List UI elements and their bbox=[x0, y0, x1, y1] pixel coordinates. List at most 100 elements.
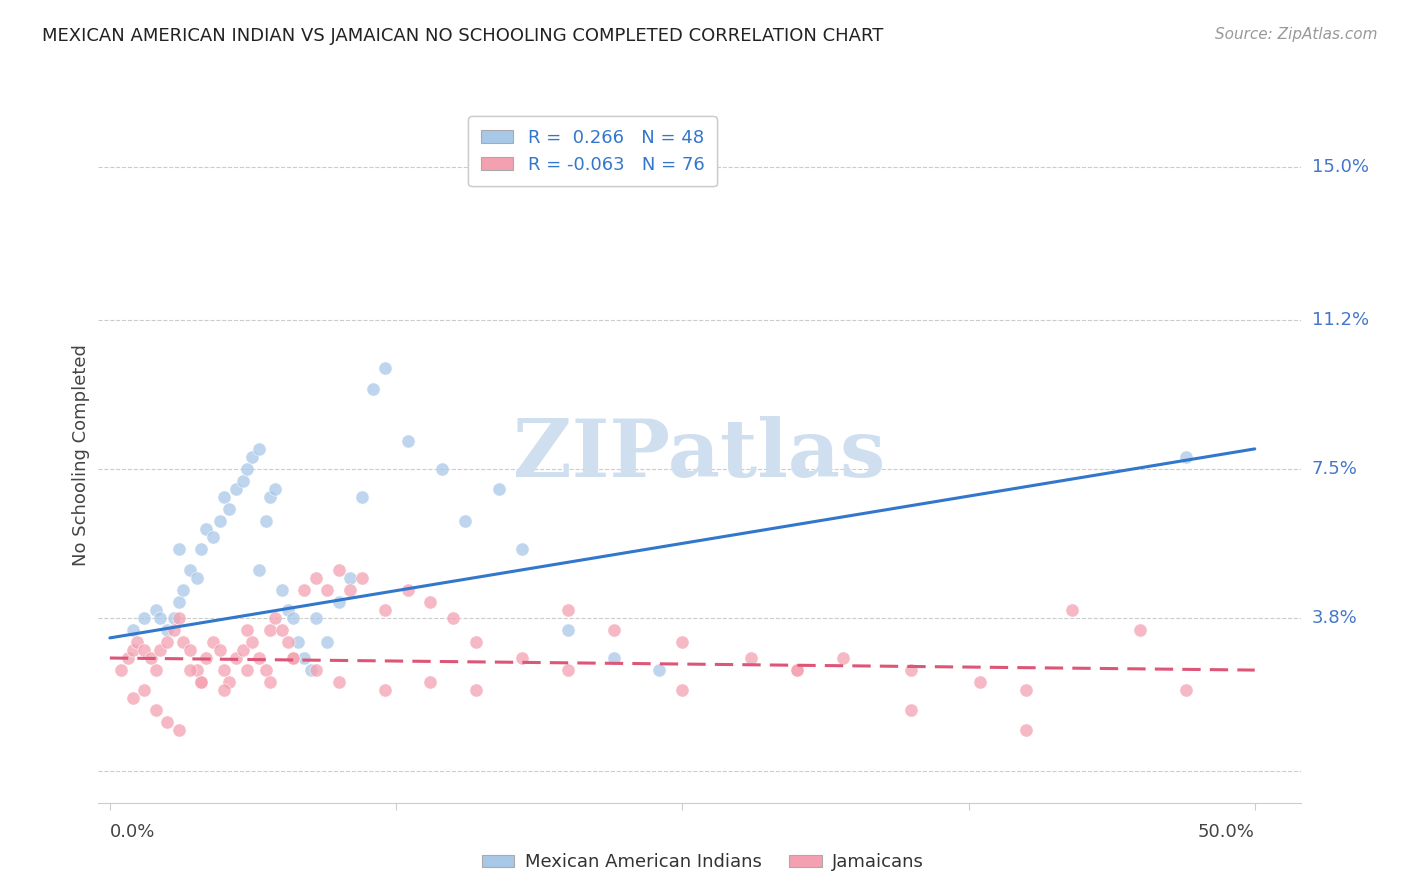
Point bbox=[510, 542, 533, 557]
Text: 0.0%: 0.0% bbox=[110, 823, 155, 841]
Point bbox=[179, 562, 201, 576]
Point bbox=[454, 514, 477, 528]
Point bbox=[671, 683, 693, 698]
Point bbox=[263, 482, 285, 496]
Point bbox=[488, 482, 510, 496]
Point bbox=[172, 582, 194, 597]
Point bbox=[110, 663, 132, 677]
Point bbox=[270, 582, 292, 597]
Point bbox=[328, 595, 350, 609]
Point bbox=[121, 643, 143, 657]
Point bbox=[281, 611, 304, 625]
Point bbox=[441, 611, 464, 625]
Point bbox=[156, 715, 179, 730]
Point bbox=[195, 651, 218, 665]
Point bbox=[281, 651, 304, 665]
Point bbox=[648, 663, 671, 677]
Point bbox=[831, 651, 853, 665]
Point bbox=[900, 703, 922, 717]
Point bbox=[254, 663, 277, 677]
Point bbox=[254, 514, 277, 528]
Point bbox=[1175, 450, 1198, 464]
Point bbox=[190, 675, 212, 690]
Point bbox=[145, 703, 167, 717]
Point bbox=[287, 635, 309, 649]
Point bbox=[328, 562, 350, 576]
Point bbox=[361, 382, 384, 396]
Point bbox=[167, 611, 190, 625]
Point bbox=[316, 582, 339, 597]
Point bbox=[167, 723, 190, 738]
Point bbox=[350, 571, 373, 585]
Point bbox=[350, 490, 373, 504]
Point bbox=[270, 623, 292, 637]
Point bbox=[167, 542, 190, 557]
Point bbox=[134, 683, 156, 698]
Legend: R =  0.266   N = 48, R = -0.063   N = 76: R = 0.266 N = 48, R = -0.063 N = 76 bbox=[468, 116, 717, 186]
Point bbox=[149, 611, 172, 625]
Point bbox=[316, 635, 339, 649]
Point bbox=[277, 635, 299, 649]
Point bbox=[396, 434, 419, 448]
Point bbox=[305, 571, 328, 585]
Point bbox=[232, 474, 254, 488]
Point bbox=[740, 651, 762, 665]
Point bbox=[294, 651, 316, 665]
Point bbox=[419, 595, 441, 609]
Point bbox=[195, 522, 218, 536]
Text: Source: ZipAtlas.com: Source: ZipAtlas.com bbox=[1215, 27, 1378, 42]
Point bbox=[145, 603, 167, 617]
Point bbox=[201, 635, 224, 649]
Point bbox=[156, 623, 179, 637]
Point bbox=[281, 651, 304, 665]
Point bbox=[225, 482, 247, 496]
Point bbox=[557, 603, 579, 617]
Point bbox=[602, 651, 624, 665]
Point bbox=[218, 675, 240, 690]
Point bbox=[430, 462, 453, 476]
Text: 50.0%: 50.0% bbox=[1198, 823, 1254, 841]
Point bbox=[396, 582, 419, 597]
Text: 7.5%: 7.5% bbox=[1312, 460, 1358, 478]
Point bbox=[786, 663, 808, 677]
Point bbox=[277, 603, 299, 617]
Point bbox=[339, 571, 361, 585]
Point bbox=[299, 663, 322, 677]
Point bbox=[236, 663, 259, 677]
Point bbox=[305, 663, 328, 677]
Point bbox=[179, 663, 201, 677]
Point bbox=[419, 675, 441, 690]
Point bbox=[121, 623, 143, 637]
Point bbox=[465, 635, 488, 649]
Point bbox=[247, 651, 270, 665]
Point bbox=[225, 651, 247, 665]
Point bbox=[374, 361, 396, 376]
Point bbox=[117, 651, 139, 665]
Point bbox=[557, 663, 579, 677]
Point bbox=[969, 675, 991, 690]
Point bbox=[247, 442, 270, 456]
Point bbox=[121, 691, 143, 706]
Point bbox=[374, 603, 396, 617]
Point bbox=[1129, 623, 1152, 637]
Point bbox=[465, 683, 488, 698]
Point bbox=[179, 643, 201, 657]
Text: 11.2%: 11.2% bbox=[1312, 311, 1369, 329]
Point bbox=[671, 635, 693, 649]
Point bbox=[214, 490, 236, 504]
Point bbox=[294, 582, 316, 597]
Point bbox=[190, 542, 212, 557]
Point bbox=[163, 611, 186, 625]
Point bbox=[1060, 603, 1083, 617]
Point bbox=[134, 611, 156, 625]
Point bbox=[263, 611, 285, 625]
Point bbox=[156, 635, 179, 649]
Point bbox=[186, 663, 208, 677]
Point bbox=[240, 635, 263, 649]
Point bbox=[900, 663, 922, 677]
Point bbox=[240, 450, 263, 464]
Point bbox=[602, 623, 624, 637]
Point bbox=[201, 530, 224, 544]
Text: 3.8%: 3.8% bbox=[1312, 609, 1358, 627]
Point bbox=[557, 623, 579, 637]
